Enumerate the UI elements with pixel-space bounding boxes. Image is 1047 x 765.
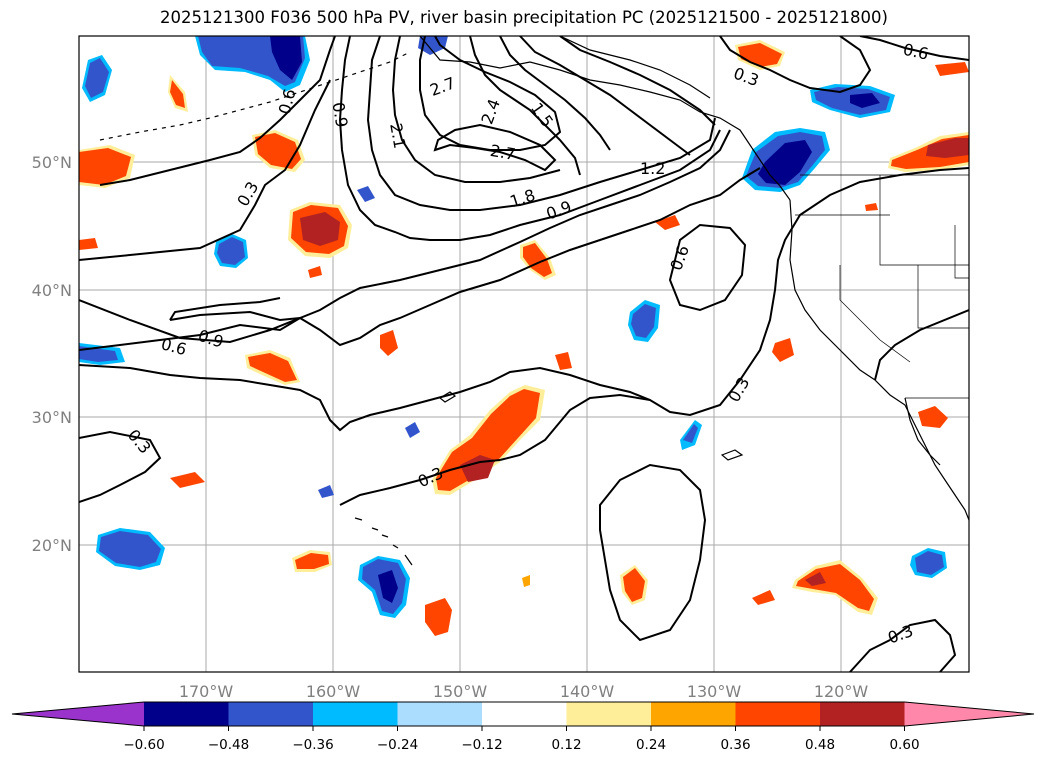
colorbar-segment	[313, 702, 398, 726]
lon-label-140w: 140°W	[560, 682, 615, 701]
colorbar-segment	[820, 702, 905, 726]
political-borders	[795, 174, 969, 399]
colorbar-tick-label: 0.48	[805, 737, 835, 753]
longitude-labels: 170°W 160°W 150°W 140°W 130°W 120°W	[179, 682, 869, 701]
contour-label-0.9: 0.9	[328, 101, 351, 129]
precip-positive-areas	[79, 40, 969, 636]
colorbar-segment	[566, 702, 651, 726]
map-title: 2025121300 F036 500 hPa PV, river basin …	[160, 8, 888, 27]
contour-0.9	[338, 36, 721, 241]
lon-label-150w: 150°W	[433, 682, 488, 701]
alaska-coast	[419, 36, 753, 149]
colorbar: −0.60 −0.48 −0.36 −0.24 −0.12 0.12 0.24 …	[11, 701, 1035, 753]
colorbar-extend-left	[12, 702, 144, 726]
contour-label-1.2: 1.2	[640, 159, 665, 178]
contour-0.3-north	[99, 36, 336, 186]
lat-label-20n: 20°N	[32, 536, 72, 555]
aleutians	[99, 51, 411, 141]
lon-label-160w: 160°W	[306, 682, 361, 701]
lat-label-30n: 30°N	[32, 408, 72, 427]
colorbar-tick-label: 0.12	[551, 737, 581, 753]
hawaii-islands	[354, 517, 413, 566]
bc-coast	[751, 147, 791, 201]
colorbar-tick-label: −0.12	[461, 737, 502, 753]
colorbar-segment	[735, 702, 820, 726]
colorbar-tick-label: 0.24	[636, 737, 666, 753]
us-west-coast	[789, 199, 969, 521]
colorbar-segment	[228, 702, 313, 726]
colorbar-extend-right	[904, 702, 1034, 726]
contour-0.6	[79, 317, 301, 351]
contour-label-2.7: 2.7	[489, 141, 517, 164]
contour-0.3-south	[339, 459, 501, 506]
lon-label-170w: 170°W	[179, 682, 234, 701]
colorbar-segment	[397, 702, 482, 726]
lat-label-50n: 50°N	[32, 153, 72, 172]
colorbar-tick-label: −0.24	[377, 737, 418, 753]
colorbar-tick-label: −0.36	[292, 737, 333, 753]
colorbar-tick-label: −0.60	[123, 737, 164, 753]
precip-negative-areas	[79, 36, 947, 618]
baja	[904, 397, 941, 466]
colorbar-segment	[651, 702, 736, 726]
colorbar-segment	[144, 702, 229, 726]
colorbar-tick-label: −0.48	[208, 737, 249, 753]
lon-label-120w: 120°W	[814, 682, 869, 701]
lon-label-130w: 130°W	[687, 682, 742, 701]
contour-0.3-main	[79, 167, 761, 347]
pv-contours	[79, 36, 969, 672]
colorbar-segment	[482, 702, 567, 726]
map-frame	[78, 35, 970, 673]
contour-label-2.1: 2.1	[386, 122, 409, 150]
contour-label-0.6: 0.6	[901, 40, 930, 64]
small-island-2	[720, 449, 744, 461]
small-island-1	[438, 391, 457, 403]
latitude-labels: 50°N 40°N 30°N 20°N	[32, 153, 72, 555]
coastlines	[99, 36, 969, 566]
lat-label-40n: 40°N	[32, 281, 72, 300]
colorbar-tick-label: 0.60	[889, 737, 919, 753]
colorbar-tick-label: 0.36	[720, 737, 750, 753]
